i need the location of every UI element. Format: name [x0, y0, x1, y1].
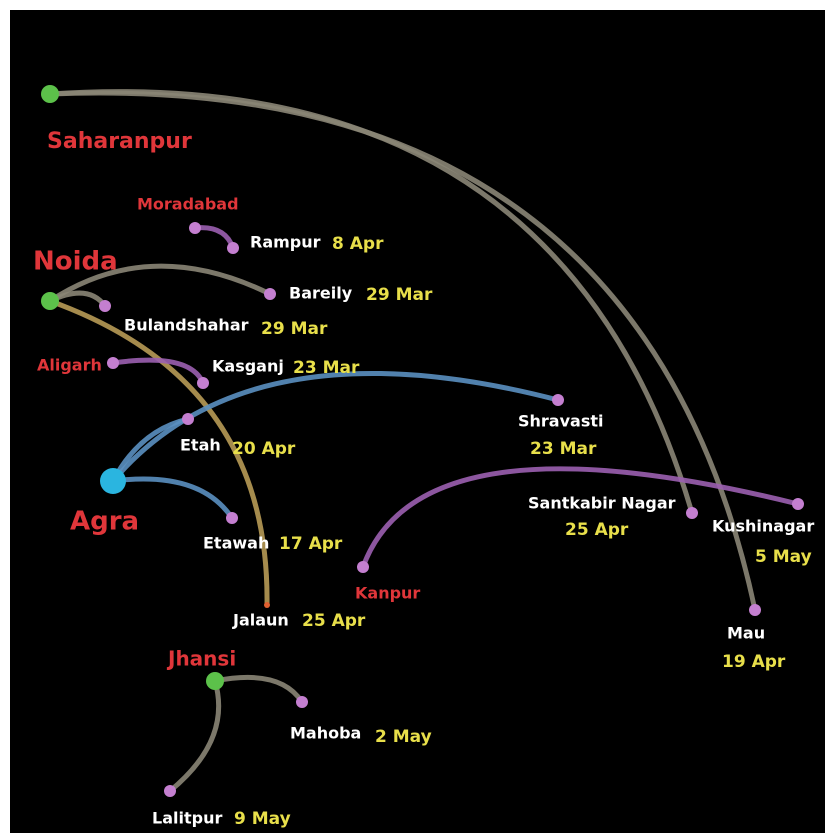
node: [41, 292, 59, 310]
destination-name: Kushinagar: [712, 517, 814, 536]
destination-name: Kasganj: [212, 357, 284, 376]
origin-label: Kanpur: [355, 584, 420, 603]
nodes: [41, 85, 804, 797]
origin-label: Jhansi: [166, 647, 236, 671]
destination-date: 2 May: [375, 727, 432, 747]
arc: [212, 674, 305, 705]
destination-name: Etah: [180, 436, 221, 455]
arc: [110, 371, 561, 484]
node: [107, 357, 119, 369]
destination-date: 19 Apr: [722, 652, 786, 672]
destination-name: Shravasti: [518, 412, 603, 431]
node: [99, 300, 111, 312]
destination-date: 29 Mar: [261, 319, 328, 339]
destination-date: 25 Apr: [565, 520, 629, 540]
node: [164, 785, 176, 797]
destination-date: 17 Apr: [279, 534, 343, 554]
node: [189, 222, 201, 234]
node: [206, 672, 224, 690]
destination-name: Mau: [727, 624, 765, 643]
node: [41, 85, 59, 103]
origin-label: Moradabad: [137, 195, 239, 214]
origin-label: Saharanpur: [47, 129, 192, 154]
node: [182, 413, 194, 425]
destination-name: Bulandshahar: [124, 316, 249, 335]
destination-name: Lalitpur: [152, 809, 222, 828]
destination-date: 9 May: [234, 809, 291, 829]
node: [357, 561, 369, 573]
destination-date: 20 Apr: [232, 439, 296, 459]
destination-name: Rampur: [250, 233, 321, 252]
background: [10, 10, 825, 833]
node: [552, 394, 564, 406]
destination-date: 23 Mar: [530, 439, 597, 459]
arc: [47, 90, 758, 613]
arc: [47, 263, 273, 304]
origin-label: Aligarh: [37, 356, 102, 375]
destination-name: Bareily: [289, 284, 353, 303]
arc: [360, 466, 801, 570]
origin-labels: Saharanpur Moradabad Noida Aligarh Agra …: [33, 129, 420, 671]
destination-date: 25 Apr: [302, 611, 366, 631]
origin-label: Noida: [33, 247, 118, 277]
node: [264, 602, 270, 608]
node: [197, 377, 209, 389]
destination-date: 29 Mar: [366, 285, 433, 305]
destination-date: 5 May: [755, 547, 812, 567]
destination-date: 23 Mar: [293, 358, 360, 378]
arc: [110, 476, 235, 521]
destination-date: 8 Apr: [332, 234, 384, 254]
destination-name: Mahoba: [290, 724, 361, 743]
arc: [110, 357, 206, 386]
node: [226, 512, 238, 524]
destination-name: Jalaun: [232, 611, 289, 630]
node: [296, 696, 308, 708]
destination-name: Santkabir Nagar: [528, 494, 676, 513]
node: [749, 604, 761, 616]
destination-labels: Rampur 8 Apr Bareily 29 Mar Bulandshahar…: [124, 233, 814, 830]
node: [227, 242, 239, 254]
arc: [167, 678, 222, 794]
destination-name: Etawah: [203, 534, 269, 553]
node: [792, 498, 804, 510]
origin-label: Agra: [70, 507, 139, 537]
node: [686, 507, 698, 519]
arc: [47, 298, 270, 608]
node: [100, 468, 126, 494]
node: [264, 288, 276, 300]
